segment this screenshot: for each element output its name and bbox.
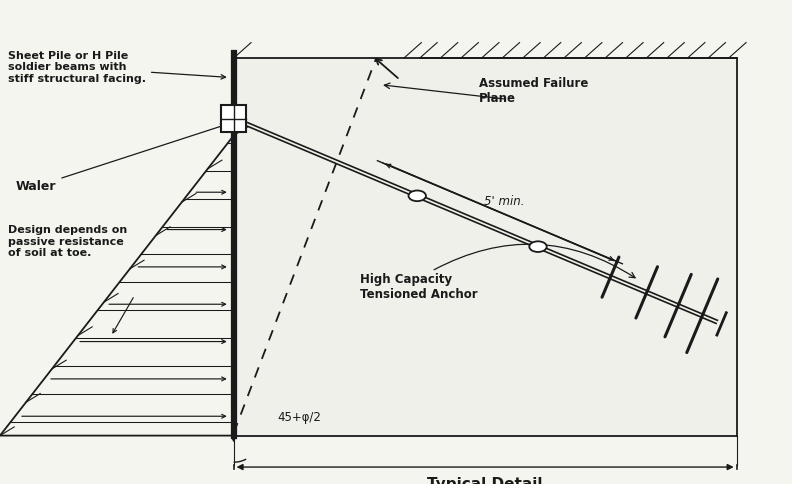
Polygon shape (221, 105, 246, 132)
Text: Typical Detail: Typical Detail (428, 477, 543, 484)
Text: Waler: Waler (16, 124, 226, 193)
Text: Design depends on
passive resistance
of soil at toe.: Design depends on passive resistance of … (8, 225, 128, 258)
Text: High Capacity
Tensioned Anchor: High Capacity Tensioned Anchor (360, 273, 478, 302)
Text: Sheet Pile or H Pile
soldier beams with
stiff structural facing.: Sheet Pile or H Pile soldier beams with … (8, 51, 226, 84)
Circle shape (409, 191, 426, 201)
Text: Assumed Failure
Plane: Assumed Failure Plane (479, 77, 588, 106)
Text: 5' min.: 5' min. (484, 196, 524, 209)
Circle shape (529, 242, 546, 252)
Text: 45+φ/2: 45+φ/2 (277, 410, 321, 424)
